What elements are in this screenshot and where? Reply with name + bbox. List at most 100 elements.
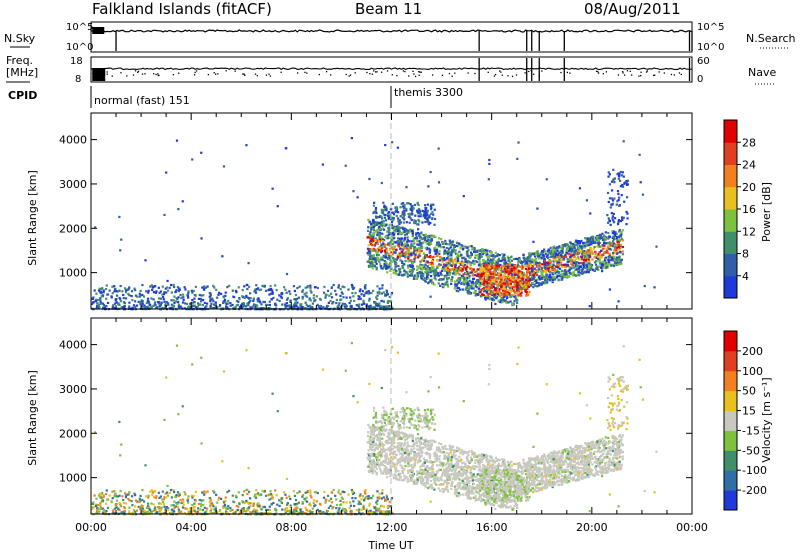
power-cell (504, 288, 506, 290)
power-cell (410, 259, 412, 261)
power-cell (386, 250, 388, 252)
power-cell (401, 237, 403, 239)
power-cell (446, 284, 448, 286)
power-cell (375, 251, 377, 253)
power-cell (494, 288, 496, 290)
power-cell (393, 272, 395, 274)
power-cell (394, 251, 396, 253)
nave-point (381, 72, 382, 73)
power-cell (345, 304, 347, 306)
power-cell (399, 238, 401, 240)
power-cell (367, 230, 369, 232)
power-cell (353, 300, 355, 302)
power-cell (538, 257, 540, 259)
power-cell (522, 266, 524, 268)
power-cell (514, 283, 516, 285)
power-cell (587, 249, 589, 251)
power-cell (472, 274, 474, 276)
power-cell (319, 305, 321, 307)
date-title: 08/Aug/2011 (584, 0, 681, 18)
power-cell (376, 263, 378, 265)
power-cell (456, 242, 458, 244)
power-cell (404, 256, 406, 258)
nave-point (194, 72, 195, 73)
power-cell (182, 296, 184, 298)
power-cell (603, 245, 605, 247)
power-cell (144, 304, 146, 306)
nave-point (173, 74, 174, 75)
power-cell (601, 236, 603, 238)
power-cell (479, 260, 481, 262)
power-cell (606, 251, 608, 253)
power-cell (152, 286, 154, 288)
power-cell (549, 261, 551, 263)
power-cell (421, 246, 423, 248)
power-cell (485, 286, 487, 288)
power-cell (473, 278, 475, 280)
nave-point (326, 71, 327, 72)
power-cell (475, 294, 477, 296)
nave-point (658, 71, 659, 72)
power-cell (200, 152, 202, 154)
power-cell (443, 253, 445, 255)
power-cell (557, 261, 559, 263)
power-cell (602, 261, 604, 263)
power-cell (423, 234, 425, 236)
power-cell (367, 219, 369, 221)
power-cell (404, 243, 406, 245)
power-cell (338, 304, 340, 306)
power-cell (141, 299, 143, 301)
power-cell (363, 303, 365, 305)
power-cell (560, 259, 562, 261)
power-cell (103, 304, 105, 306)
power-cell (370, 257, 372, 259)
power-cell (450, 283, 452, 285)
power-cell (135, 295, 137, 297)
power-cell (443, 285, 445, 287)
power-cell (143, 295, 145, 297)
nave-point (596, 71, 597, 72)
power-cell (480, 256, 482, 258)
power-cell (418, 255, 420, 257)
power-cell (309, 289, 311, 291)
power-cell (588, 271, 590, 273)
power-cell (223, 296, 225, 298)
power-cell (547, 257, 549, 259)
power-cell (343, 286, 345, 288)
nave-point (215, 74, 216, 75)
power-cell (109, 290, 111, 292)
power-cell (449, 251, 451, 253)
power-cell (550, 253, 552, 255)
power-cell (225, 291, 227, 293)
power-cell (585, 259, 587, 261)
power-cell (225, 303, 227, 305)
power-cell (413, 278, 415, 280)
power-cell (573, 262, 575, 264)
power-cell (380, 305, 382, 307)
power-cell (396, 258, 398, 260)
nave-point (112, 75, 113, 76)
power-cell (387, 301, 389, 303)
power-cell (329, 300, 331, 302)
nave-point (350, 74, 351, 75)
nave-point (330, 74, 331, 75)
power-cell (365, 284, 367, 286)
power-cell (375, 230, 377, 232)
power-cell (385, 254, 387, 256)
power-cell (537, 253, 539, 255)
power-cell (538, 262, 540, 264)
power-cell (313, 300, 315, 302)
power-cell (503, 257, 505, 259)
power-cell (609, 248, 611, 250)
power-cell (352, 190, 354, 192)
nave-point (133, 74, 134, 75)
power-cell (328, 295, 330, 297)
power-cell (368, 261, 370, 263)
power-cell (552, 249, 554, 251)
power-cell (564, 271, 566, 273)
power-cell (173, 284, 175, 286)
power-cell (498, 258, 500, 260)
power-cell (415, 236, 417, 238)
power-cell (466, 246, 468, 248)
